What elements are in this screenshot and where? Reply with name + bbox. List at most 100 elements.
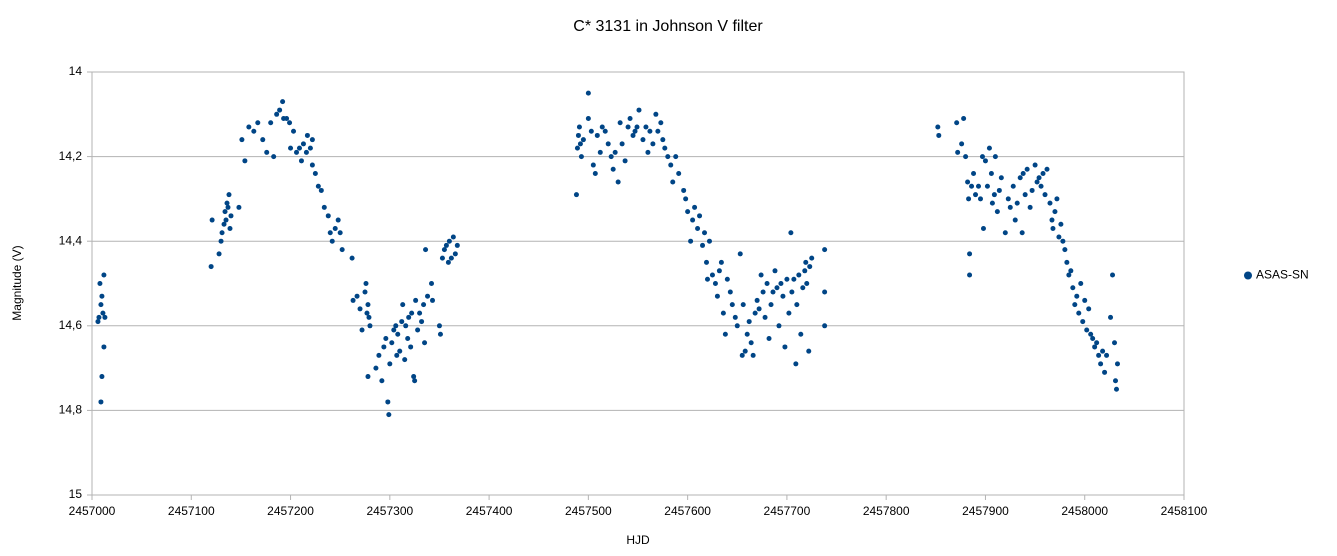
data-point (415, 327, 421, 333)
data-point (329, 238, 335, 244)
data-point (216, 251, 222, 257)
data-point (412, 378, 418, 384)
x-tick-label: 2457600 (664, 504, 711, 518)
data-point (100, 310, 106, 316)
data-point (288, 145, 294, 151)
legend-marker (1244, 271, 1252, 280)
data-point (739, 352, 745, 358)
data-point (697, 213, 703, 219)
data-point (1064, 259, 1070, 265)
data-point (776, 323, 782, 329)
data-point (692, 204, 698, 210)
data-point (619, 141, 625, 147)
data-point (822, 289, 828, 295)
data-point (400, 302, 406, 308)
data-point (1108, 314, 1114, 320)
data-point (592, 171, 598, 177)
data-point (443, 242, 449, 248)
data-point (700, 242, 706, 248)
data-point (1017, 175, 1023, 181)
data-point (1002, 230, 1008, 236)
data-point (803, 259, 809, 265)
data-point (634, 124, 640, 130)
data-point (1104, 352, 1110, 358)
data-point (294, 149, 300, 155)
data-point (246, 124, 252, 130)
data-point (980, 226, 986, 232)
x-tick-label: 2457100 (168, 504, 215, 518)
data-point (1047, 200, 1053, 206)
data-point (764, 281, 770, 286)
data-point (670, 179, 676, 185)
data-point (793, 361, 799, 367)
data-point (446, 238, 452, 244)
data-point (798, 331, 804, 337)
data-point (222, 209, 228, 215)
data-point (1005, 196, 1011, 202)
data-point (704, 276, 710, 282)
data-point (1027, 204, 1033, 210)
data-point (729, 302, 735, 308)
data-point (337, 230, 343, 236)
data-point (394, 352, 400, 358)
data-point (712, 281, 718, 286)
data-point (822, 247, 828, 253)
data-point (408, 344, 414, 350)
data-point (242, 158, 248, 164)
data-point (423, 247, 429, 253)
data-point (752, 310, 758, 316)
data-point (1094, 340, 1100, 346)
data-point (740, 302, 746, 308)
data-point (399, 319, 405, 325)
x-tick-label: 2457400 (466, 504, 513, 518)
data-point (364, 310, 370, 316)
data-point (615, 179, 621, 185)
data-point (991, 192, 997, 198)
data-point (774, 285, 780, 291)
data-point (605, 141, 611, 147)
data-point (373, 365, 379, 371)
data-point (630, 132, 636, 138)
data-point (1110, 272, 1116, 278)
data-point (349, 255, 355, 261)
data-point (236, 204, 242, 210)
x-tick-label: 2457500 (565, 504, 612, 518)
data-point (98, 399, 104, 405)
data-point (393, 323, 399, 329)
data-point (1088, 331, 1094, 337)
data-point (640, 137, 646, 143)
data-point (335, 217, 341, 223)
data-point (1068, 268, 1074, 274)
data-point (1113, 378, 1119, 384)
data-point (954, 120, 960, 126)
data-point (264, 149, 270, 155)
data-point (365, 374, 371, 380)
data-point (599, 124, 605, 130)
data-point (690, 217, 696, 223)
data-point (643, 124, 649, 130)
data-point (754, 297, 760, 303)
data-point (653, 111, 659, 117)
data-point (208, 264, 214, 270)
data-point (608, 154, 614, 160)
data-point (744, 331, 750, 337)
data-point (439, 255, 445, 261)
data-point (381, 344, 387, 350)
data-point (315, 183, 321, 189)
data-point (778, 281, 784, 286)
data-point (720, 310, 726, 316)
data-point (1034, 179, 1040, 185)
data-point (936, 132, 942, 138)
data-point (780, 293, 786, 299)
data-point (1052, 209, 1058, 215)
data-point (788, 230, 794, 236)
data-point (397, 348, 403, 354)
data-point (610, 166, 616, 172)
data-point (95, 319, 101, 325)
data-point (309, 137, 315, 143)
data-point (298, 158, 304, 164)
data-point (454, 242, 460, 248)
data-point (802, 268, 808, 274)
data-point (1040, 171, 1046, 177)
data-point (402, 357, 408, 363)
